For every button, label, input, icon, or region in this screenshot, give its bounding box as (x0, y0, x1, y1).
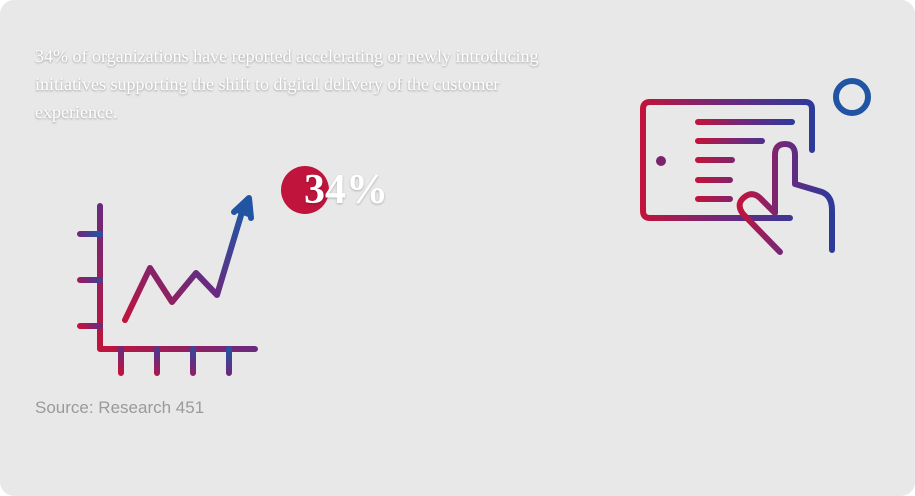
tablet-button (656, 156, 666, 166)
stat: 34% (304, 167, 388, 213)
growth-chart-icon (77, 195, 258, 376)
source: Source: Research 451 (35, 398, 205, 417)
tablet-icon (640, 78, 871, 255)
statement: 34% of organizations have reported accel… (35, 46, 539, 122)
stat-dot (281, 166, 329, 214)
